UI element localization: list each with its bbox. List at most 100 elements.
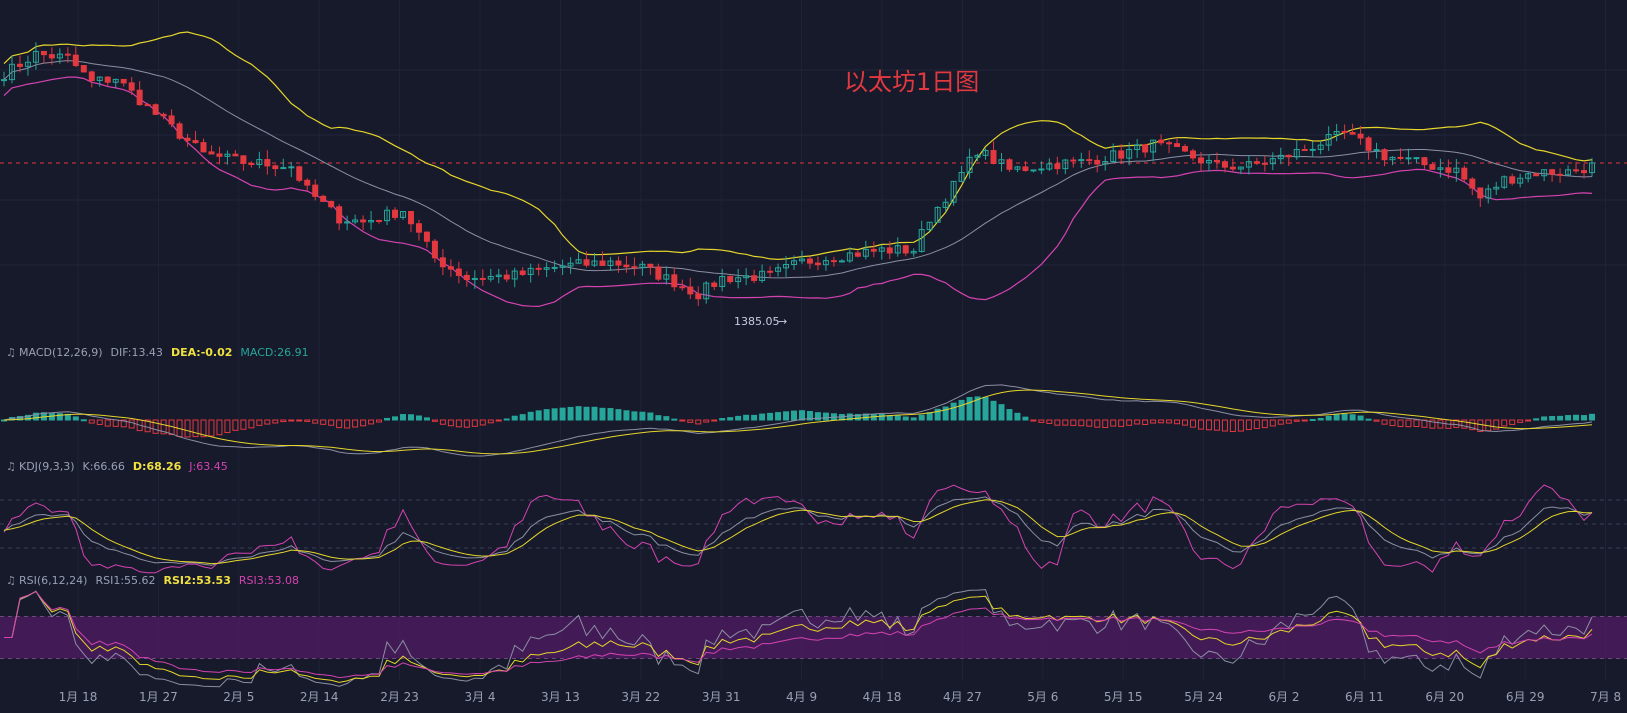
candle-body xyxy=(455,268,462,276)
macd-bar xyxy=(495,419,502,422)
kdj-d-line xyxy=(3,499,1592,565)
candle-body xyxy=(783,263,790,269)
macd-bar xyxy=(296,419,303,422)
candle-body xyxy=(910,250,917,254)
macd-bar xyxy=(591,406,598,421)
macd-bar xyxy=(1333,414,1340,421)
macd-bar xyxy=(144,419,151,433)
candle-body xyxy=(1557,173,1564,176)
macd-bar xyxy=(1509,419,1516,425)
candle-body xyxy=(463,274,470,281)
bell-icon[interactable]: ♫ xyxy=(6,574,16,587)
candle-body xyxy=(822,260,829,266)
macd-bar xyxy=(1110,419,1117,427)
candle-body xyxy=(767,270,774,273)
x-tick-label: 3月 13 xyxy=(541,690,580,704)
rsi-band xyxy=(0,616,1627,659)
macd-bar xyxy=(344,419,351,429)
candle-body xyxy=(200,142,207,153)
macd-bar xyxy=(216,419,223,436)
rsi-panel xyxy=(0,589,1627,688)
candle-body xyxy=(703,282,710,300)
macd-bar xyxy=(535,410,542,421)
kdj-legend: ♫ KDJ(9,3,3) K:66.66 D:68.26 J:63.45 xyxy=(6,460,228,473)
macd-bar xyxy=(791,410,798,421)
macd-bar xyxy=(966,397,973,421)
rsi2-line xyxy=(4,590,1593,683)
candle-body xyxy=(759,270,766,281)
candle-body xyxy=(407,211,414,225)
candle-body xyxy=(1293,148,1300,158)
macd-bar xyxy=(1022,416,1029,421)
candle-body xyxy=(40,50,47,56)
x-tick-label: 7月 8 xyxy=(1590,690,1621,704)
candle-body xyxy=(1581,170,1588,174)
macd-bar xyxy=(248,419,255,429)
macd-bar xyxy=(88,419,95,424)
macd-bar xyxy=(1413,419,1420,428)
candle-body xyxy=(280,167,287,170)
macd-bar xyxy=(360,419,367,427)
bollinger-lower-line xyxy=(3,76,1593,308)
candle-body xyxy=(798,258,805,262)
candle-body xyxy=(336,206,343,224)
candle-body xyxy=(990,150,997,164)
candle-body xyxy=(1134,144,1141,150)
macd-label: MACD(12,26,9) xyxy=(19,346,103,359)
candle-body xyxy=(1174,143,1181,148)
candle-body xyxy=(1006,159,1013,170)
macd-bar xyxy=(926,412,933,421)
candle-body xyxy=(72,54,79,67)
candle-body xyxy=(1301,148,1308,151)
candle-body xyxy=(1030,169,1037,172)
candle-body xyxy=(982,150,989,156)
candle-body xyxy=(1317,144,1324,150)
candle-body xyxy=(1541,169,1548,177)
macd-bar xyxy=(719,418,726,421)
candle-body xyxy=(1565,169,1572,176)
candle-body xyxy=(360,219,367,223)
candle-body xyxy=(1078,159,1085,162)
candle-body xyxy=(719,276,726,287)
macd-bar xyxy=(1253,419,1260,430)
macd-bar xyxy=(32,412,39,421)
kdj-k: K:66.66 xyxy=(83,460,125,473)
candle-body xyxy=(615,260,622,266)
candle-body xyxy=(1405,157,1412,160)
macd-bar xyxy=(1517,419,1524,423)
candle-body xyxy=(376,219,383,222)
macd-bar xyxy=(487,419,494,424)
macd-bar xyxy=(743,414,750,421)
x-tick-label: 6月 20 xyxy=(1425,690,1464,704)
bell-icon[interactable]: ♫ xyxy=(6,346,16,359)
macd-dif-line xyxy=(3,384,1593,457)
macd-bar xyxy=(687,419,694,423)
candle-body xyxy=(96,76,103,81)
macd-bar xyxy=(711,419,718,422)
candle-body xyxy=(176,123,183,139)
candle-body xyxy=(1509,176,1516,184)
macd-bar xyxy=(1317,418,1324,421)
candle-body xyxy=(966,156,973,173)
candle-body xyxy=(1054,163,1061,170)
candle-body xyxy=(934,206,941,223)
candle-body xyxy=(1501,176,1508,188)
macd-bar xyxy=(1525,419,1532,422)
candle-body xyxy=(1469,178,1476,189)
macd-bar xyxy=(336,419,343,429)
macd-bar xyxy=(1469,419,1476,431)
candle-body xyxy=(1525,173,1532,179)
macd-bar xyxy=(1197,419,1204,430)
candle-body xyxy=(1533,173,1540,177)
macd-bar xyxy=(727,417,734,421)
candle-body xyxy=(695,293,702,300)
macd-bar xyxy=(1213,419,1220,431)
candle-body xyxy=(814,262,821,266)
macd-bar xyxy=(80,419,87,422)
rsi-3: RSI3:53.08 xyxy=(239,574,299,587)
candle-body xyxy=(160,113,167,117)
bell-icon[interactable]: ♫ xyxy=(6,460,16,473)
candle-body xyxy=(1277,154,1284,160)
macd-bar xyxy=(1190,419,1197,428)
candle-body xyxy=(655,266,662,280)
